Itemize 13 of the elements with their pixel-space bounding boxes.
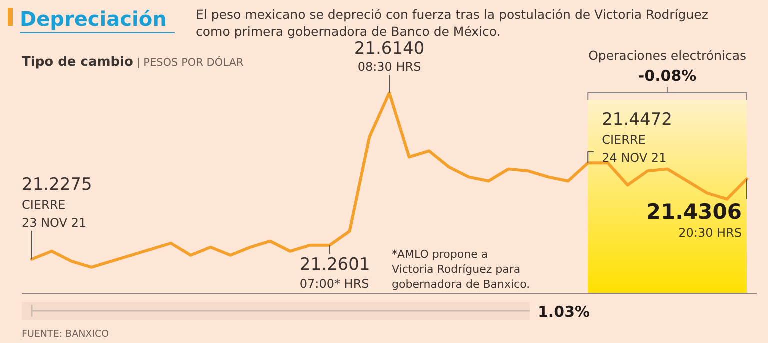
text: 21.6140 08:30 HRS [354,39,425,74]
annotation: 21.2601 07:00* HRS [300,255,370,291]
y-axis-title: Tipo de cambio | PESOS POR DÓLAR [22,55,244,70]
text: Operaciones electrónicas [588,48,747,63]
text: 1.03% [538,303,590,321]
chart-title: Depreciación [20,7,167,31]
annotation: 21.4472 CIERRE 24 NOV 21 [602,110,672,165]
annotation: *AMLO propone a Victoria Rodríguez para gobernadora de Banxico. [392,248,530,291]
annotation: 21.4306 20:30 HRS [646,200,742,240]
source-note: FUENTE: BANXICO [22,329,110,340]
text: -0.08% [638,67,697,85]
annotation: 21.2275 CIERRE 23 NOV 21 [22,175,92,230]
chart-subtitle: El peso mexicano se depreció con fuerza tras la postulación de Victoria Rodríguez como primera gobernadora de Banco de México. [196,7,709,39]
